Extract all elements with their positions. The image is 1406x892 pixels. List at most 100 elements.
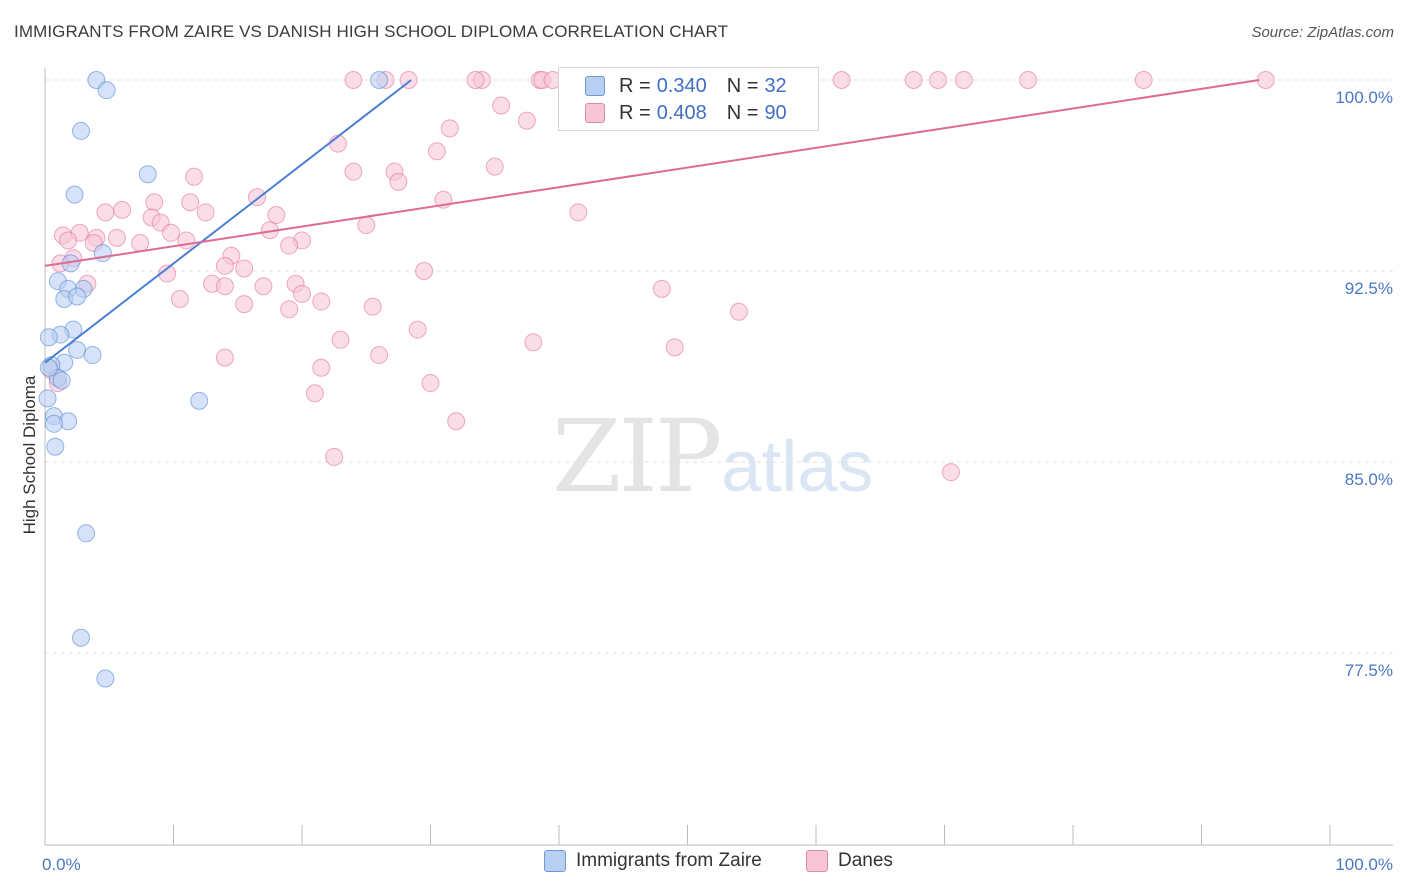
danes-points <box>42 71 1275 482</box>
zaire-point <box>93 244 112 263</box>
danes-n-value: 90 <box>764 101 787 124</box>
x-tick-label: 0.0% <box>42 855 81 874</box>
zaire-r-label: R = <box>619 74 651 97</box>
legend-item-zaire[interactable]: Immigrants from Zaire <box>544 850 762 872</box>
danes-point <box>113 200 132 219</box>
danes-point <box>59 231 78 250</box>
danes-point <box>665 338 684 357</box>
danes-point <box>389 172 408 191</box>
danes-point <box>215 277 234 296</box>
legend-row-zaire: R = 0.340 N = 32 <box>585 74 787 98</box>
zaire-point <box>97 81 116 100</box>
y-axis-label: High School Diploma <box>20 375 39 534</box>
danes-point <box>729 302 748 321</box>
danes-point <box>280 300 299 319</box>
danes-point <box>357 216 376 235</box>
danes-point <box>235 259 254 278</box>
danes-point <box>215 256 234 275</box>
y-tick-label: 100.0% <box>1335 88 1393 107</box>
danes-point <box>904 71 923 89</box>
x-tick-label: 100.0% <box>1335 855 1393 874</box>
watermark-zip: ZIP <box>552 398 722 515</box>
danes-point <box>492 96 511 115</box>
legend-zaire-swatch <box>544 850 566 872</box>
legend-danes-label: Danes <box>838 850 893 871</box>
danes-point <box>652 279 671 298</box>
danes-point <box>331 330 350 349</box>
danes-point <box>293 284 311 303</box>
danes-point <box>440 119 459 138</box>
danes-point <box>421 374 440 393</box>
zaire-point <box>370 71 389 89</box>
danes-point <box>181 193 200 212</box>
zaire-points <box>38 71 389 688</box>
zaire-point <box>71 628 90 647</box>
danes-point <box>1256 71 1275 89</box>
danes-point <box>170 290 189 309</box>
danes-point <box>185 167 204 186</box>
danes-point <box>305 384 324 403</box>
danes-point <box>235 295 254 314</box>
legend-zaire-label: Immigrants from Zaire <box>576 850 762 871</box>
danes-point <box>427 142 446 161</box>
grid-lines <box>45 79 1393 654</box>
danes-point <box>447 412 466 431</box>
danes-swatch <box>585 103 605 123</box>
y-tick-label: 85.0% <box>1345 470 1393 489</box>
zaire-point <box>138 165 157 184</box>
danes-point <box>145 193 164 212</box>
danes-point <box>524 333 543 352</box>
zaire-point <box>77 524 96 543</box>
zaire-swatch <box>585 76 605 96</box>
danes-point <box>325 447 344 466</box>
zaire-point <box>65 185 84 204</box>
danes-point <box>107 228 126 247</box>
danes-point <box>267 205 286 224</box>
zaire-point <box>83 346 102 365</box>
danes-point <box>569 203 588 222</box>
danes-r-value: 0.408 <box>656 101 707 124</box>
danes-point <box>415 262 434 280</box>
source-label: Source: ZipAtlas.com <box>1251 24 1394 41</box>
danes-point <box>517 111 536 130</box>
danes-point <box>96 203 115 222</box>
watermark: ZIPatlas <box>552 398 873 515</box>
zaire-n-value: 32 <box>764 74 787 97</box>
zaire-point <box>38 389 57 408</box>
y-tick-label: 92.5% <box>1345 279 1393 298</box>
legend-danes-swatch <box>806 850 828 872</box>
zaire-point <box>96 669 115 688</box>
danes-point <box>344 71 363 89</box>
danes-point <box>1019 71 1038 89</box>
danes-point <box>941 463 960 482</box>
axis-labels: 77.5% 85.0% 92.5% 100.0% 0.0% 100.0% High Scho… <box>20 88 1393 874</box>
zaire-point <box>39 358 58 377</box>
danes-point <box>485 157 504 176</box>
danes-point <box>254 277 273 296</box>
danes-point <box>158 264 177 283</box>
danes-point <box>344 162 363 181</box>
legend-item-danes[interactable]: Danes <box>806 850 893 872</box>
zaire-point <box>68 287 87 306</box>
zaire-point <box>39 328 58 347</box>
legend-row-danes: R = 0.408 N = 90 <box>585 101 787 125</box>
danes-point <box>1134 71 1153 89</box>
zaire-point <box>71 121 90 140</box>
danes-point <box>215 348 234 367</box>
danes-n-label: N = <box>726 101 759 124</box>
y-tick-label: 77.5% <box>1345 661 1393 680</box>
axes <box>44 68 1393 846</box>
zaire-n-label: N = <box>726 74 759 97</box>
zaire-point <box>44 414 63 433</box>
correlation-legend: R = 0.340 N = 32 R = 0.408 N = 90 <box>558 67 819 131</box>
danes-r-label: R = <box>619 101 651 124</box>
zaire-point <box>52 371 71 390</box>
series-legend: Immigrants from Zaire Danes <box>0 850 1406 878</box>
zaire-r-value: 0.340 <box>656 74 707 97</box>
danes-point <box>177 231 196 250</box>
danes-point <box>832 71 851 89</box>
danes-point <box>954 71 973 89</box>
danes-point <box>312 292 331 311</box>
danes-point <box>131 233 150 252</box>
